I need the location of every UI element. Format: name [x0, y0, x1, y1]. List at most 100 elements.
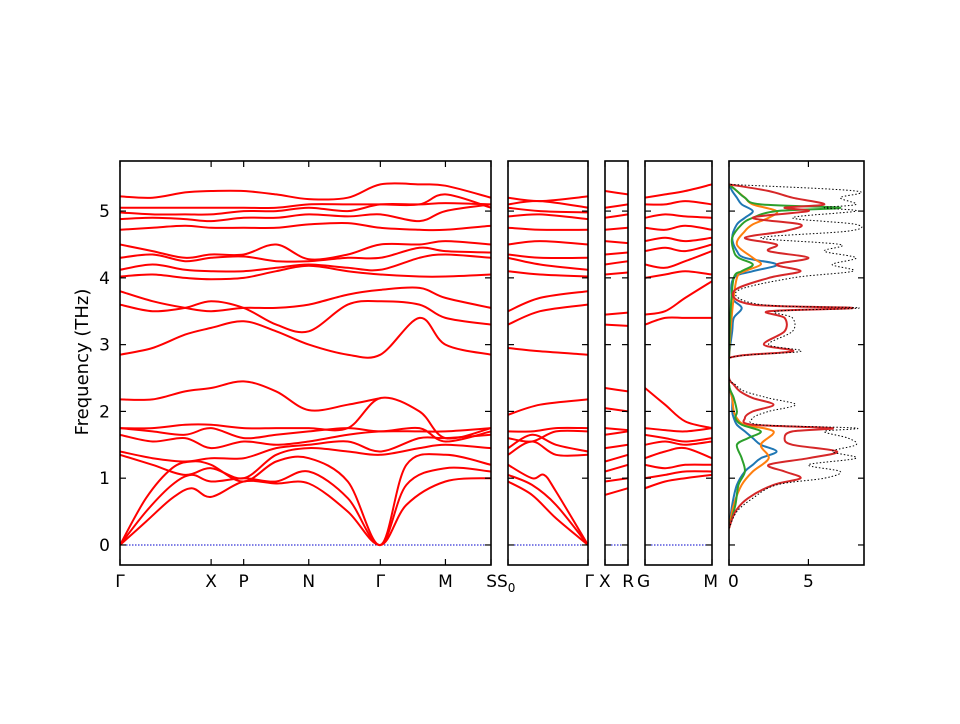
band-line-62: [645, 463, 712, 470]
band-line-52: [605, 271, 628, 276]
axis-ticks: [119, 161, 864, 565]
band-line-75: [645, 213, 712, 219]
band-line-27: [508, 426, 588, 433]
band-line-5: [120, 427, 491, 450]
band-panel-frame-3: [644, 160, 713, 566]
band-line-19: [120, 193, 491, 209]
dos-partial-3: [729, 183, 854, 529]
band-line-66: [645, 427, 712, 433]
band-line-57: [605, 213, 628, 219]
band-line-64: [645, 440, 712, 446]
dos-x-tick-label: 0: [728, 572, 739, 592]
band-line-17: [120, 203, 491, 223]
band-line-33: [508, 256, 588, 271]
band-line-45: [605, 443, 628, 450]
band-line-60: [645, 473, 712, 490]
band-line-38: [508, 206, 588, 214]
band-line-56: [605, 226, 628, 231]
band-line-24: [508, 440, 588, 457]
y-tick-label: 2: [99, 402, 110, 422]
x-point-label: N: [302, 572, 315, 592]
band-line-21: [508, 480, 588, 546]
band-line-7: [120, 396, 491, 440]
y-tick-label: 0: [99, 536, 110, 556]
y-tick-label: 1: [99, 469, 110, 489]
band-line-16: [120, 221, 491, 232]
dos-x-tick-label: 5: [803, 572, 814, 592]
band-line-50: [605, 323, 628, 327]
panel-frames: [119, 160, 865, 566]
band-line-43: [605, 463, 628, 473]
x-point-label: X: [205, 572, 217, 592]
band-line-29: [508, 347, 588, 356]
band-line-34: [508, 253, 588, 260]
band-line-73: [645, 236, 712, 243]
x-point-label: Γ: [585, 572, 595, 592]
band-line-55: [605, 240, 628, 245]
x-point-label: S: [486, 572, 497, 592]
band-line-67: [645, 387, 712, 430]
dos-total: [729, 183, 863, 529]
band-line-4: [120, 433, 491, 463]
band-line-44: [605, 453, 628, 463]
band-line-26: [508, 429, 588, 443]
band-line-46: [605, 430, 628, 436]
band-line-76: [645, 200, 712, 206]
x-point-label: X: [599, 572, 611, 592]
band-line-47: [605, 427, 628, 432]
band-line-61: [645, 470, 712, 480]
band-line-74: [645, 224, 712, 231]
band-line-1: [120, 466, 491, 546]
band-line-28: [508, 398, 588, 416]
band-line-58: [605, 203, 628, 209]
x-point-label: G: [637, 572, 650, 592]
y-tick-label: 4: [99, 269, 110, 289]
band-line-39: [508, 200, 588, 209]
band-line-59: [605, 190, 628, 196]
band-line-63: [645, 446, 712, 460]
band-line-0: [120, 477, 491, 546]
band-line-37: [508, 213, 588, 221]
band-line-9: [120, 316, 491, 359]
y-axis-label: Frequency (THz): [72, 289, 93, 436]
band-panel-frame-1: [507, 160, 589, 566]
band-line-22: [508, 473, 588, 546]
band-line-49: [605, 387, 628, 393]
band-line-40: [508, 195, 588, 203]
band-line-6: [120, 426, 491, 443]
band-panel-frame-0: [119, 160, 492, 566]
band-line-14: [120, 246, 491, 263]
x-point-label: Γ: [376, 572, 386, 592]
band-curves: [120, 182, 712, 546]
band-line-30: [508, 303, 588, 326]
y-tick-label: 3: [99, 336, 110, 356]
band-panel-frame-2: [604, 160, 629, 566]
band-line-51: [605, 311, 628, 316]
y-tick-label: 5: [99, 202, 110, 222]
band-line-8: [120, 380, 381, 412]
band-line-23: [508, 463, 588, 546]
band-line-54: [605, 251, 628, 256]
band-line-72: [645, 243, 712, 253]
dos-partial-2: [729, 183, 842, 529]
band-line-53: [605, 260, 628, 266]
band-line-12: [120, 264, 491, 281]
band-line-2: [120, 453, 491, 546]
band-line-20: [120, 182, 491, 201]
band-line-3: [120, 443, 491, 480]
x-point-subscript: 0: [508, 581, 516, 595]
band-line-15: [120, 240, 491, 261]
dos-partial-0: [729, 183, 778, 529]
band-line-71: [645, 250, 712, 269]
band-line-68: [645, 316, 712, 326]
band-line-11: [120, 286, 491, 313]
x-point-label: M: [438, 572, 453, 592]
x-point-label: P: [239, 572, 249, 592]
x-point-label: M: [703, 572, 718, 592]
band-line-36: [508, 226, 588, 231]
band-line-65: [645, 433, 712, 443]
band-line-13: [120, 253, 491, 273]
